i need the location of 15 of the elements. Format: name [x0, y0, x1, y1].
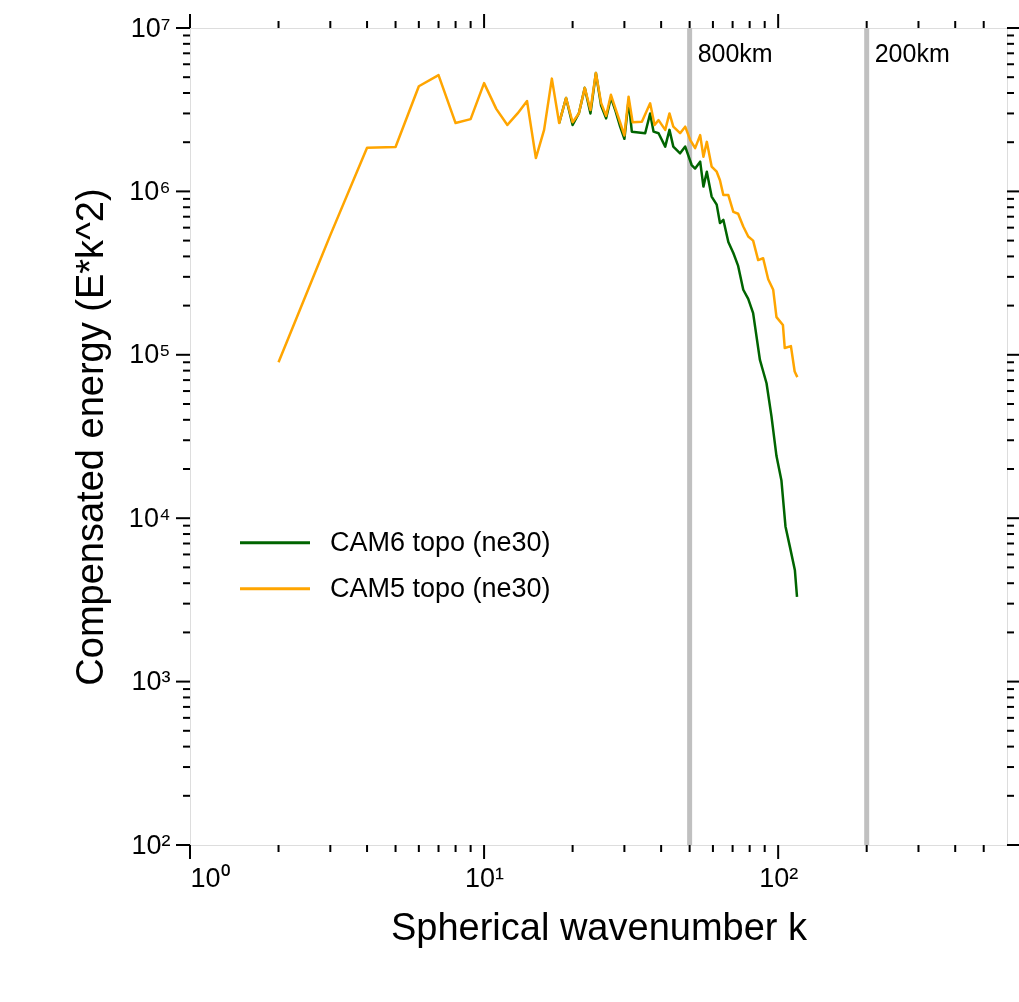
- y-tick-label: 10²: [131, 829, 171, 860]
- y-tick-label: 10⁶: [129, 175, 171, 206]
- y-axis-title: Compensated energy (E*k^2): [68, 188, 111, 686]
- y-tick-label: 10³: [131, 666, 171, 697]
- legend-label: CAM5 topo (ne30): [330, 572, 551, 603]
- y-tick-label: 10⁷: [130, 12, 171, 43]
- x-axis-title: Spherical wavenumber k: [390, 905, 809, 948]
- x-tick-label: 10⁰: [190, 862, 230, 893]
- ref-line-label: 800km: [697, 39, 773, 67]
- legend-label: CAM6 topo (ne30): [330, 526, 551, 557]
- x-tick-label: 10²: [759, 862, 799, 893]
- y-tick-label: 10⁵: [129, 339, 171, 370]
- x-tick-label: 10¹: [465, 862, 505, 893]
- y-tick-label: 10⁴: [128, 502, 171, 533]
- ref-line-label: 200km: [874, 39, 950, 67]
